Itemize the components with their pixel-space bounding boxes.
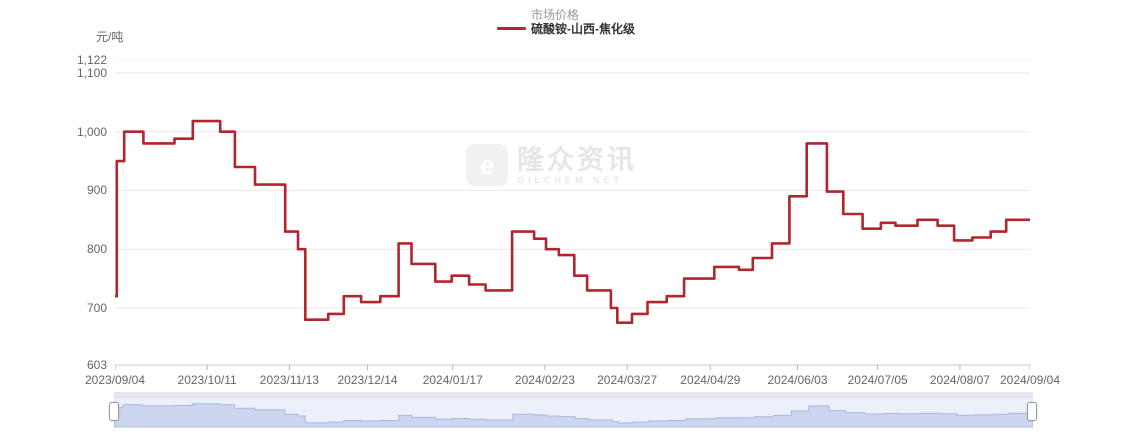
y-axis-label: 700 (86, 300, 107, 315)
y-axis-label: 1,122 (76, 53, 107, 67)
navigator-body[interactable] (114, 398, 1033, 428)
navigator[interactable] (109, 392, 1037, 428)
x-axis-label: 2023/12/14 (337, 373, 398, 387)
y-axis-label: 603 (86, 358, 107, 372)
y-axis-label: 900 (86, 183, 107, 198)
legend-series-name: 硫酸铵-山西-焦化级 (531, 22, 635, 36)
x-axis-label: 2023/09/04 (84, 373, 146, 387)
navigator-mini-chart (114, 403, 1033, 427)
x-axis-label: 2024/06/03 (767, 373, 828, 387)
x-axis-label: 2023/10/11 (177, 373, 237, 387)
x-axis-label: 2024/01/17 (422, 373, 483, 387)
navigator-left-handle[interactable] (109, 402, 119, 421)
y-axis-unit-label: 元/吨 (96, 30, 124, 44)
legend-title: 市场价格 (531, 8, 580, 22)
x-axis-label: 2024/09/04 (999, 373, 1061, 387)
x-axis-label: 2024/03/27 (597, 373, 658, 387)
scrollbar-track[interactable] (114, 392, 1033, 398)
series-marker-icon (497, 27, 526, 30)
x-axis-label: 2024/02/23 (514, 373, 575, 387)
navigator-area-series (114, 403, 1033, 427)
x-axis-label: 2024/04/29 (680, 373, 741, 387)
navigator-right-handle[interactable] (1027, 402, 1037, 421)
series-line (115, 119, 1030, 324)
y-axis-label: 1,100 (76, 65, 107, 80)
x-axis-label: 2023/11/13 (259, 373, 319, 387)
legend-item[interactable]: 市场价格 硫酸铵-山西-焦化级 (497, 8, 635, 36)
y-axis-label: 800 (86, 242, 107, 257)
x-axis-label: 2024/08/07 (929, 373, 990, 387)
plot-area[interactable] (115, 60, 1030, 372)
x-axis-label: 2024/07/05 (847, 373, 908, 387)
y-axis-label: 1,000 (76, 124, 107, 139)
